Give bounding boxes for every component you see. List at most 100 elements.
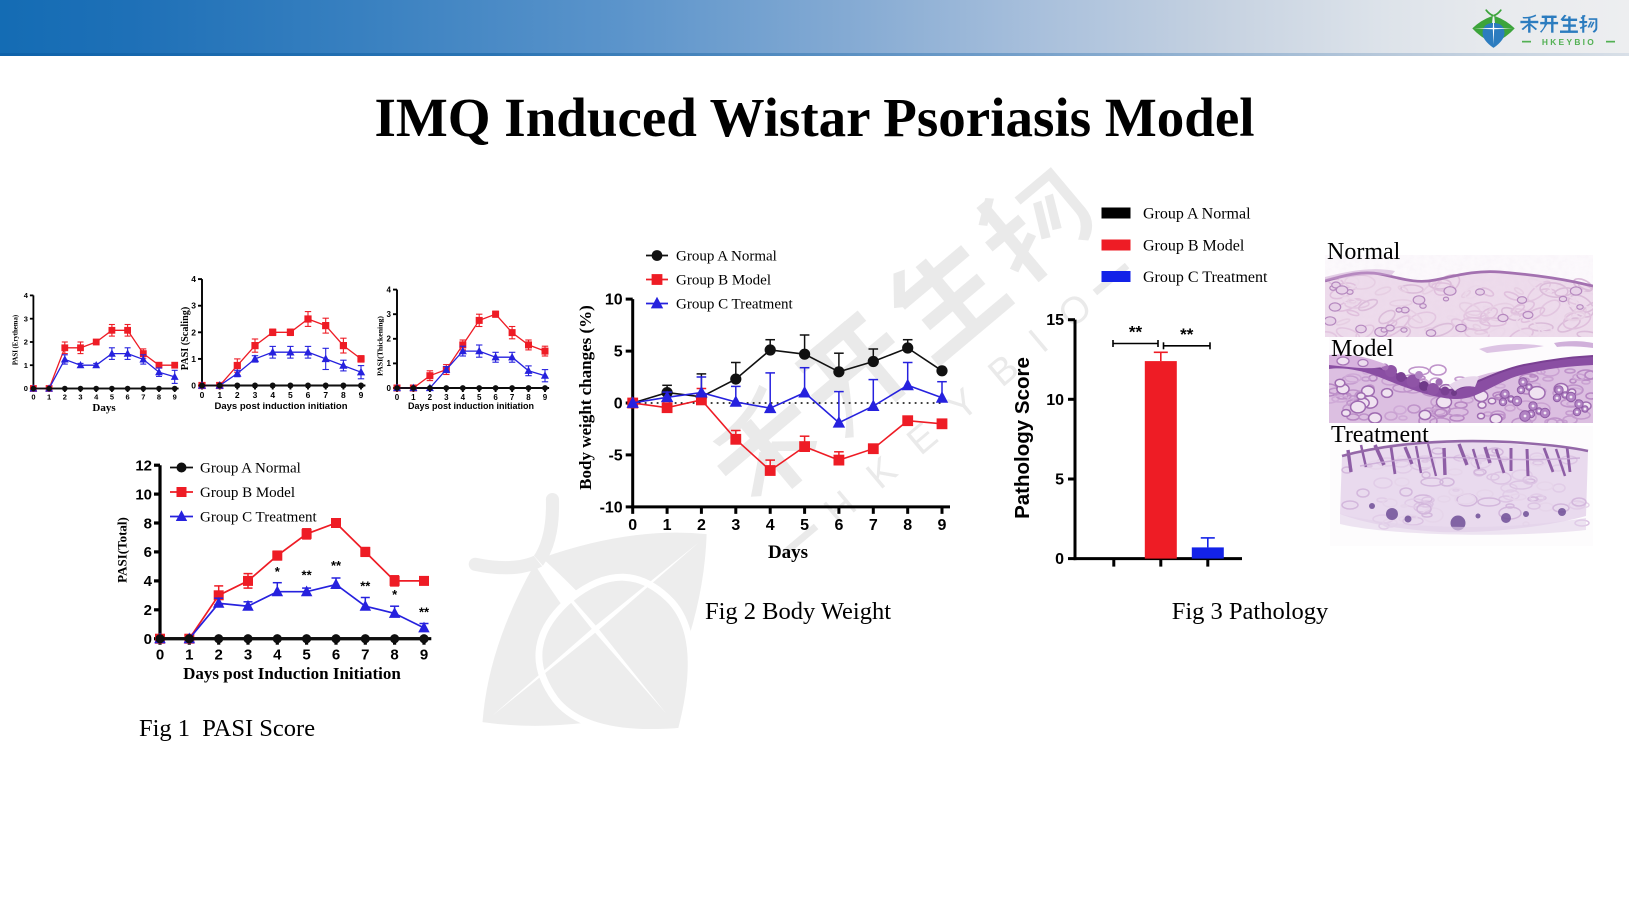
svg-text:5: 5: [800, 517, 809, 534]
svg-text:1: 1: [411, 393, 416, 402]
svg-text:Group B Model: Group B Model: [1143, 238, 1245, 255]
svg-text:5: 5: [288, 390, 293, 400]
svg-text:PASI(Thickening): PASI(Thickening): [376, 316, 385, 376]
svg-text:3: 3: [244, 647, 252, 664]
svg-text:6: 6: [126, 393, 130, 402]
svg-text:**: **: [1129, 323, 1143, 342]
svg-text:0: 0: [387, 384, 392, 393]
svg-text:0: 0: [200, 390, 205, 400]
svg-text:HKEYBIO: HKEYBIO: [1542, 37, 1596, 47]
svg-text:6: 6: [332, 647, 340, 664]
svg-text:8: 8: [157, 393, 161, 402]
svg-text:Group B Model: Group B Model: [676, 273, 771, 289]
svg-text:6: 6: [834, 517, 843, 534]
svg-text:-10: -10: [600, 499, 623, 516]
svg-text:0: 0: [614, 396, 623, 413]
svg-text:0: 0: [395, 393, 400, 402]
svg-text:0: 0: [1055, 551, 1064, 568]
svg-text:7: 7: [323, 390, 328, 400]
svg-text:2: 2: [215, 647, 223, 664]
svg-text:7: 7: [510, 393, 515, 402]
svg-text:3: 3: [444, 393, 449, 402]
svg-text:1: 1: [663, 517, 672, 534]
svg-text:Group A Normal: Group A Normal: [1143, 206, 1251, 223]
svg-text:5: 5: [614, 344, 623, 361]
svg-text:4: 4: [94, 393, 99, 402]
svg-text:10: 10: [1046, 392, 1064, 409]
svg-text:9: 9: [938, 517, 947, 534]
svg-text:0: 0: [144, 631, 152, 648]
svg-text:0: 0: [24, 384, 28, 393]
svg-text:8: 8: [903, 517, 912, 534]
svg-text:-5: -5: [608, 447, 622, 464]
svg-text:0: 0: [156, 647, 164, 664]
svg-text:2: 2: [191, 327, 196, 337]
svg-text:Body weight changes (%): Body weight changes (%): [576, 305, 595, 490]
svg-text:8: 8: [341, 390, 346, 400]
svg-text:9: 9: [543, 393, 548, 402]
svg-text:3: 3: [24, 314, 28, 323]
svg-text:2: 2: [697, 517, 706, 534]
svg-text:Group C Treatment: Group C Treatment: [200, 510, 318, 526]
svg-text:5: 5: [110, 393, 114, 402]
svg-text:*: *: [392, 587, 398, 602]
svg-text:1: 1: [217, 390, 222, 400]
svg-text:2: 2: [428, 393, 433, 402]
svg-text:8: 8: [144, 515, 152, 532]
svg-text:4: 4: [387, 285, 392, 294]
svg-text:8: 8: [526, 393, 531, 402]
svg-text:1: 1: [387, 359, 392, 368]
svg-text:Group A Normal: Group A Normal: [200, 461, 301, 477]
svg-text:**: **: [331, 558, 342, 573]
svg-text:1: 1: [185, 647, 193, 664]
svg-text:9: 9: [420, 647, 428, 664]
svg-text:6: 6: [306, 390, 311, 400]
svg-text:0: 0: [628, 517, 637, 534]
svg-text:Days post induction initiation: Days post induction initiation: [215, 401, 348, 412]
svg-text:1: 1: [24, 361, 28, 370]
svg-text:15: 15: [1046, 312, 1064, 329]
svg-text:**: **: [419, 604, 430, 619]
svg-text:PASI (Erythema): PASI (Erythema): [13, 315, 20, 365]
svg-text:12: 12: [135, 457, 152, 474]
svg-text:2: 2: [144, 602, 152, 619]
svg-text:Group B Model: Group B Model: [200, 485, 295, 501]
svg-text:**: **: [360, 578, 371, 593]
svg-text:**: **: [1180, 325, 1194, 344]
svg-text:9: 9: [359, 390, 364, 400]
svg-text:6: 6: [144, 544, 152, 561]
svg-text:*: *: [275, 564, 281, 579]
svg-text:6: 6: [493, 393, 498, 402]
svg-text:4: 4: [273, 647, 282, 664]
svg-text:4: 4: [766, 517, 775, 534]
svg-text:3: 3: [387, 310, 392, 319]
svg-text:10: 10: [135, 486, 152, 503]
svg-text:4: 4: [270, 390, 275, 400]
svg-text:3: 3: [253, 390, 258, 400]
svg-text:4: 4: [144, 573, 153, 590]
svg-text:0: 0: [191, 381, 196, 391]
svg-text:Days post Induction Initiation: Days post Induction Initiation: [183, 664, 401, 683]
svg-text:0: 0: [31, 393, 35, 402]
svg-text:PASI (Scaling): PASI (Scaling): [180, 307, 191, 371]
svg-text:2: 2: [235, 390, 240, 400]
svg-text:4: 4: [24, 291, 29, 300]
svg-text:2: 2: [387, 335, 392, 344]
svg-text:4: 4: [461, 393, 466, 402]
svg-text:Days: Days: [92, 402, 116, 414]
svg-text:Group C Treatment: Group C Treatment: [676, 297, 794, 313]
svg-text:9: 9: [173, 393, 177, 402]
svg-text:Fig 1 PASI Score: Fig 1 PASI Score: [139, 715, 315, 742]
svg-text:7: 7: [361, 647, 369, 664]
svg-text:5: 5: [477, 393, 482, 402]
svg-text:Fig 3 Pathology: Fig 3 Pathology: [1172, 598, 1329, 625]
svg-text:2: 2: [24, 338, 28, 347]
svg-text:Fig 2 Body Weight: Fig 2 Body Weight: [705, 598, 891, 625]
svg-text:7: 7: [869, 517, 878, 534]
svg-text:1: 1: [191, 354, 196, 364]
svg-text:**: **: [302, 567, 313, 582]
svg-text:3: 3: [78, 393, 82, 402]
svg-text:Days: Days: [768, 542, 808, 563]
svg-text:Group C Treatment: Group C Treatment: [1143, 269, 1268, 286]
svg-text:1: 1: [47, 393, 51, 402]
